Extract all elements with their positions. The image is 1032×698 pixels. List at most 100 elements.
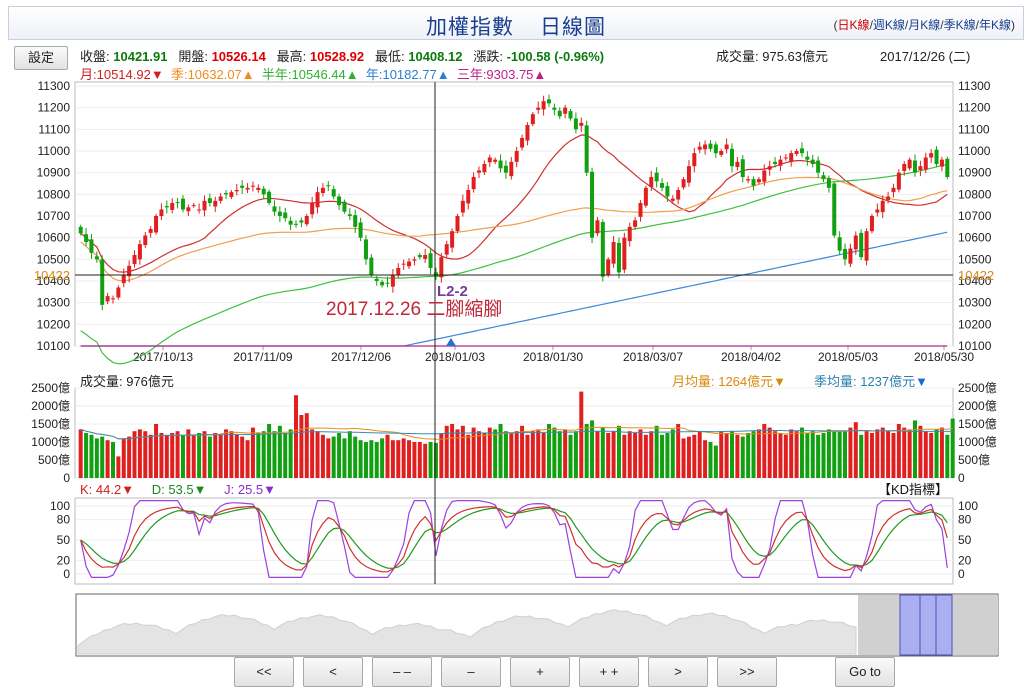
volume-bar [331,436,336,478]
nav-zoom-out-more-button[interactable]: – – [372,657,432,687]
volume-bar [202,431,207,478]
volume-bar [127,436,132,478]
candle-body [568,111,573,119]
price-tick-label: 10400 [37,274,71,288]
volume-bar [121,438,126,478]
candle-body [272,206,277,212]
stock-chart[interactable]: 11300 11200 11100 11000 10900 10800 10700 10600… [0,0,1032,600]
candle-body [816,160,821,173]
volume-bar [110,442,115,478]
volume-bar [380,438,385,478]
volume-bar [428,442,433,478]
candle-body [331,189,336,197]
volume-bar [450,424,455,478]
candle-body [385,282,390,284]
candle-body [450,231,455,248]
candle-body [923,157,928,170]
volume-bar [837,431,842,478]
volume-bar [789,429,794,478]
link-yearly-k[interactable]: 年K線 [978,18,1011,32]
volume-y-axis-left: 2500億 2000億 1500億 1000億 500億 0 [31,381,70,485]
nav-first-button[interactable]: << [234,657,294,687]
link-weekly-k[interactable]: 週K線 [872,18,905,32]
volume-bar [891,433,896,478]
nav-zoom-in-more-button[interactable]: + + [579,657,639,687]
candle-body [148,229,153,233]
candle-body [945,158,950,177]
volume-bar [175,431,180,478]
candle-body [100,259,105,305]
kd-tick-label: 100 [50,499,70,513]
volume-average-lines [80,426,953,440]
candle-body [116,287,121,298]
candle-body [918,166,923,171]
candle-body [380,281,385,286]
candle-body [546,99,551,104]
volume-bar [907,429,912,478]
candle-body [692,153,697,167]
volume-bar [816,434,821,478]
volume-bar [191,434,196,478]
overview-navigator[interactable] [0,592,1032,662]
change-pct: (-0.96%) [554,49,605,64]
nav-next-button[interactable]: > [648,657,708,687]
volume-bar [358,440,363,478]
settings-button[interactable]: 設定 [14,46,68,70]
volume-bar [154,424,159,478]
volume-bar [493,429,498,478]
candle-body [433,272,438,277]
volume-bar [105,440,110,478]
volume-bar [261,431,266,478]
volume-bar [256,433,261,478]
volume-bar [385,434,390,478]
volume-bar [579,391,584,478]
volume-bar [132,431,137,478]
candle-body [407,261,412,267]
volume-bar [896,424,901,478]
link-monthly-k[interactable]: 月K線 [908,18,941,32]
price-tick-label: 10900 [958,166,992,180]
volume-bar [283,433,288,478]
volume-bar [902,427,907,478]
candle-body [638,203,643,217]
volume-bar [929,433,934,478]
volume-bar [315,431,320,478]
nav-zoom-out-button[interactable]: – [441,657,501,687]
volume-bar [471,427,476,478]
candle-body [320,187,325,194]
volume-bar [552,427,557,478]
price-tick-label: 10800 [37,187,71,201]
price-tick-label: 10600 [958,231,992,245]
price-y-axis-right: 11300 11200 11100 11000 10900 10800 10700 10600… [958,79,992,353]
volume-bar [654,425,659,478]
candle-body [735,161,740,168]
volume-bar [100,436,105,478]
candle-body [789,153,794,162]
candle-body [207,198,212,203]
volume-bar [503,431,508,478]
nav-prev-button[interactable]: < [303,657,363,687]
candle-body [670,198,675,201]
price-tick-label: 10500 [958,252,992,266]
candle-body [837,237,842,251]
nav-zoom-in-button[interactable]: + [510,657,570,687]
page-title-main: 加權指數 [426,16,514,39]
candle-body [213,200,218,207]
volume-bar [794,431,799,478]
nav-last-button[interactable]: >> [717,657,777,687]
link-daily-k[interactable]: 日K線 [837,18,870,32]
candle-body [606,259,611,275]
volume-bar [660,434,665,478]
candle-body [907,159,912,169]
candle-body [358,222,363,238]
volume-bar [407,440,412,478]
candle-body [256,187,261,190]
navigator-selection[interactable] [899,594,953,656]
goto-button[interactable]: Go to [835,657,895,687]
ma-halfyear-line [80,163,948,365]
volume-bar [918,425,923,478]
link-quarterly-k[interactable]: 季K線 [943,18,976,32]
candle-body [299,220,304,223]
volume-info: 成交量: 975.63億元 [716,49,829,64]
